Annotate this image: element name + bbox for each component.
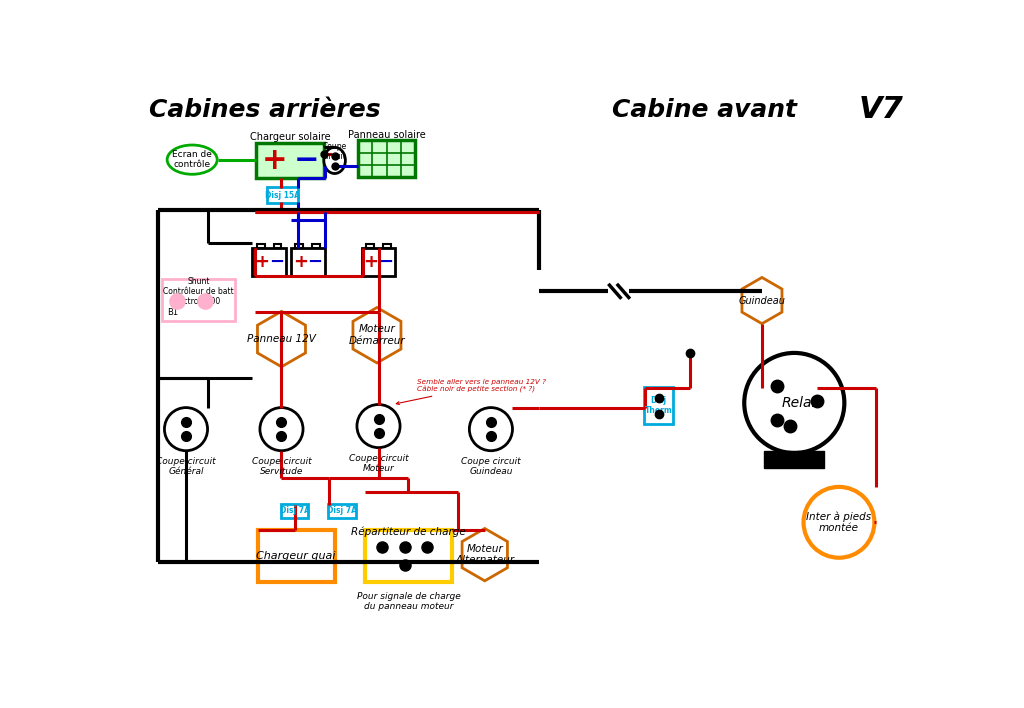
FancyBboxPatch shape <box>162 279 234 321</box>
Text: Chargeur quai: Chargeur quai <box>256 552 336 561</box>
FancyBboxPatch shape <box>281 504 308 518</box>
Text: 1: 1 <box>403 544 408 550</box>
Text: +: + <box>262 146 288 175</box>
Text: +: + <box>364 253 379 271</box>
Text: Inter à pieds
montée: Inter à pieds montée <box>806 511 871 533</box>
Bar <box>252 249 286 276</box>
Text: −: − <box>307 253 323 271</box>
Bar <box>361 249 395 276</box>
Text: Disj 7A: Disj 7A <box>280 506 309 515</box>
Text: Coupe circuit
Général: Coupe circuit Général <box>157 457 216 476</box>
Text: Relais: Relais <box>781 396 823 410</box>
Polygon shape <box>742 278 782 324</box>
Bar <box>295 244 303 249</box>
Ellipse shape <box>167 145 217 174</box>
Text: 3: 3 <box>380 544 385 550</box>
Text: −: − <box>269 253 285 271</box>
Text: Répartiteur de charge: Répartiteur de charge <box>351 526 466 537</box>
Text: B1: B1 <box>167 308 178 317</box>
Text: Ecran de
contrôle: Ecran de contrôle <box>172 150 212 169</box>
Circle shape <box>744 353 845 453</box>
Text: 2: 2 <box>425 544 429 550</box>
Text: Disj 7A: Disj 7A <box>328 506 357 515</box>
FancyBboxPatch shape <box>329 504 356 518</box>
Text: Chargeur solaire: Chargeur solaire <box>250 132 331 142</box>
Text: Cabine avant: Cabine avant <box>611 98 797 122</box>
Bar <box>257 244 264 249</box>
Text: Disj 15A: Disj 15A <box>265 190 300 200</box>
Text: Moteur
Alternateur: Moteur Alternateur <box>456 544 514 566</box>
Circle shape <box>357 404 400 447</box>
Bar <box>764 452 823 469</box>
Text: +: + <box>254 253 269 271</box>
Text: 4: 4 <box>403 561 408 568</box>
Polygon shape <box>257 312 305 367</box>
Text: Pour signale de charge
du panneau moteur: Pour signale de charge du panneau moteur <box>356 592 461 611</box>
Text: Semble aller vers le panneau 12V ?
Câble noir de petite section (* ?): Semble aller vers le panneau 12V ? Câble… <box>396 379 546 404</box>
Polygon shape <box>353 307 401 363</box>
Text: −: − <box>293 146 318 175</box>
Bar <box>312 244 319 249</box>
Bar <box>291 249 325 276</box>
Text: Guindeau: Guindeau <box>738 295 785 306</box>
FancyBboxPatch shape <box>267 188 298 202</box>
Text: Disj
Therm: Disj Therm <box>645 396 673 415</box>
Text: Coupe circuit
Moteur: Coupe circuit Moteur <box>349 454 409 473</box>
Bar <box>367 244 374 249</box>
Bar <box>366 530 452 583</box>
Text: Cabines arrières: Cabines arrières <box>150 98 381 122</box>
Text: Moteur
Démarreur: Moteur Démarreur <box>348 324 406 346</box>
Circle shape <box>165 408 208 451</box>
Text: Shunt
Contrôleur de batt
Victron 700: Shunt Contrôleur de batt Victron 700 <box>163 277 233 307</box>
Bar <box>258 530 335 583</box>
Ellipse shape <box>324 147 345 173</box>
Text: Coupe
circuit: Coupe circuit <box>323 142 347 161</box>
Text: Panneau solaire: Panneau solaire <box>348 130 425 140</box>
Text: Coupe circuit
Guindeau: Coupe circuit Guindeau <box>461 457 521 476</box>
FancyBboxPatch shape <box>644 387 674 424</box>
Circle shape <box>260 408 303 451</box>
Circle shape <box>804 487 874 558</box>
Circle shape <box>469 408 512 451</box>
Bar <box>273 244 282 249</box>
Polygon shape <box>462 528 508 581</box>
Text: +: + <box>293 253 307 271</box>
Bar <box>357 140 416 178</box>
Bar <box>256 143 324 178</box>
Bar <box>383 244 391 249</box>
Text: −: − <box>379 253 393 271</box>
Text: Panneau 12V: Panneau 12V <box>247 334 316 344</box>
Text: Coupe circuit
Servitude: Coupe circuit Servitude <box>252 457 311 476</box>
Text: V7: V7 <box>859 95 904 124</box>
